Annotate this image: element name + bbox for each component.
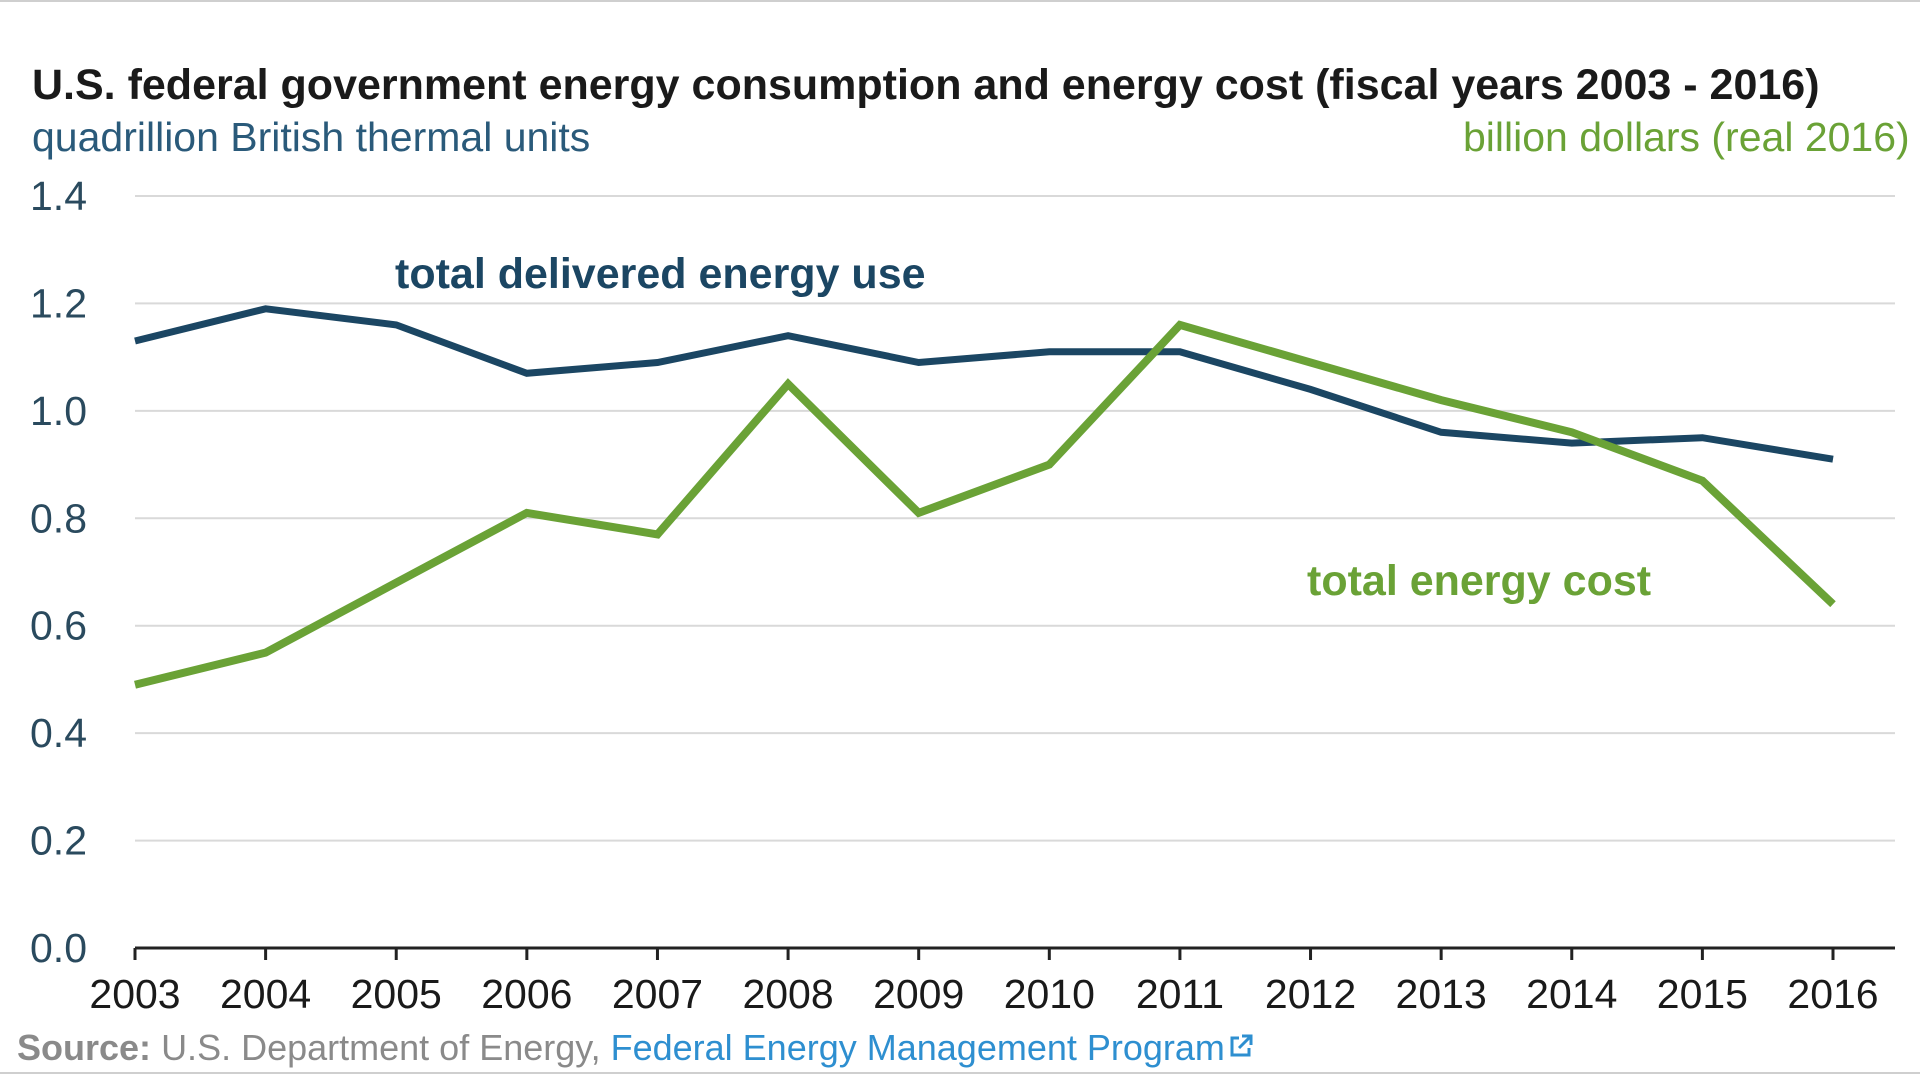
x-tick-label: 2005 bbox=[351, 971, 442, 1017]
y-tick-label: 0.4 bbox=[30, 710, 87, 756]
x-tick-label: 2013 bbox=[1396, 971, 1487, 1017]
x-axis: 2003 2004 2005 2006 2007 2008 2009 2010 2011 2012… bbox=[89, 946, 1895, 1017]
x-tick-label: 2010 bbox=[1004, 971, 1095, 1017]
x-tick-label: 2008 bbox=[742, 971, 833, 1017]
source-text: U.S. Department of Energy, bbox=[161, 1027, 601, 1068]
y-tick-label: 0.8 bbox=[30, 495, 87, 541]
x-tick-label: 2015 bbox=[1657, 971, 1748, 1017]
series-label-energy-use: total delivered energy use bbox=[395, 250, 926, 298]
x-tick-label: 2003 bbox=[89, 971, 180, 1017]
bottom-rule bbox=[0, 1072, 1920, 1074]
source-link[interactable]: Federal Energy Management Program bbox=[610, 1027, 1225, 1068]
series-label-energy-cost: total energy cost bbox=[1307, 557, 1651, 605]
external-link-icon[interactable] bbox=[1227, 1032, 1255, 1060]
series-line-energy-cost bbox=[134, 320, 1836, 689]
y-axis-ticks: 0.0 0.2 0.4 0.6 0.8 1.0 1.2 1.4 bbox=[30, 173, 87, 971]
x-tick-label: 2004 bbox=[220, 971, 311, 1017]
x-tick-label: 2007 bbox=[612, 971, 703, 1017]
x-tick-label: 2006 bbox=[481, 971, 572, 1017]
x-tick-label: 2011 bbox=[1136, 971, 1224, 1017]
top-rule bbox=[0, 0, 1920, 2]
x-tick-label: 2009 bbox=[873, 971, 964, 1017]
y-tick-label: 0.2 bbox=[30, 818, 87, 864]
series-lines bbox=[134, 305, 1836, 689]
gridlines bbox=[135, 195, 1895, 842]
y-tick-label: 1.2 bbox=[30, 280, 87, 326]
series-line-energy-use bbox=[134, 305, 1834, 463]
y-tick-label: 1.0 bbox=[30, 388, 87, 434]
y-tick-label: 0.6 bbox=[30, 603, 87, 649]
x-tick-label: 2016 bbox=[1787, 971, 1878, 1017]
source-note: Source: U.S. Department of Energy, Feder… bbox=[17, 1027, 1255, 1069]
source-label: Source: bbox=[17, 1027, 152, 1068]
chart-title: U.S. federal government energy consumpti… bbox=[32, 61, 1820, 109]
x-tick-label: 2014 bbox=[1526, 971, 1617, 1017]
left-axis-label: quadrillion British thermal units bbox=[32, 114, 590, 160]
right-axis-label: billion dollars (real 2016) bbox=[1463, 114, 1910, 160]
y-tick-label: 0.0 bbox=[30, 925, 87, 971]
y-tick-label: 1.4 bbox=[30, 173, 87, 219]
x-tick-label: 2012 bbox=[1265, 971, 1356, 1017]
